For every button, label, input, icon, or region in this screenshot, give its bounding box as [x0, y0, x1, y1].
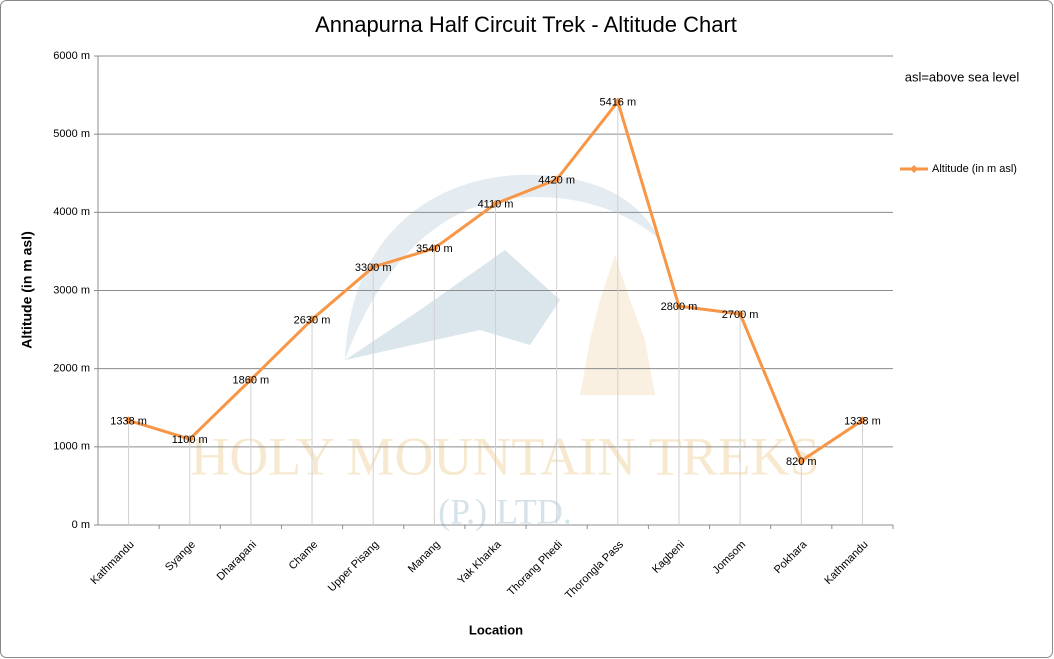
data-label: 2700 m — [722, 309, 759, 321]
data-label: 2630 m — [294, 314, 331, 326]
data-point — [674, 302, 683, 311]
data-point — [124, 416, 133, 425]
data-label: 4110 m — [478, 199, 514, 211]
legend-marker — [910, 165, 918, 173]
y-tick-label: 0 m — [72, 519, 90, 531]
data-point — [797, 456, 806, 465]
y-tick-label: 5000 m — [53, 128, 90, 140]
y-tick-label: 4000 m — [53, 206, 90, 218]
data-point — [552, 175, 561, 184]
x-axis-title: Location — [469, 622, 523, 637]
legend-label: Altitude (in m asl) — [932, 163, 1017, 175]
data-point — [246, 375, 255, 384]
data-label: 5416 m — [599, 97, 636, 109]
data-label: 820 m — [786, 456, 817, 468]
data-label: 4420 m — [538, 174, 575, 186]
y-tick-label: 2000 m — [53, 363, 90, 375]
data-label: 1338 m — [110, 415, 147, 427]
data-point — [613, 97, 622, 106]
data-point — [858, 416, 867, 425]
data-label: 1100 m — [172, 434, 208, 446]
data-label: 3300 m — [355, 262, 392, 274]
watermark-text: HOLY MOUNTAIN TREKS — [190, 426, 819, 486]
data-label: 3540 m — [416, 243, 453, 255]
data-label: 2800 m — [661, 301, 698, 313]
y-tick-label: 3000 m — [53, 284, 90, 296]
data-label: 1860 m — [233, 375, 270, 387]
y-axis-title: Altitude (in m asl) — [19, 231, 35, 348]
data-point — [369, 263, 378, 272]
annotation: asl=above sea level — [905, 69, 1020, 84]
data-point — [736, 309, 745, 318]
chart-title: Annapurna Half Circuit Trek - Altitude C… — [315, 12, 737, 37]
data-point — [491, 199, 500, 208]
y-tick-label: 1000 m — [53, 441, 90, 453]
data-point — [308, 315, 317, 324]
data-label: 1338 m — [844, 415, 881, 427]
data-point — [430, 244, 439, 253]
y-tick-label: 6000 m — [53, 50, 90, 62]
data-point — [185, 435, 194, 444]
